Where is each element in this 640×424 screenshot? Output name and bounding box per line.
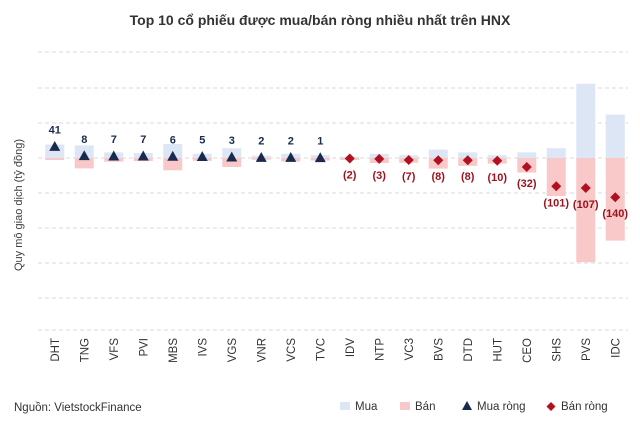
- x-tick-vgs: VGS: [227, 338, 239, 363]
- bar-buy-ceo: [517, 152, 537, 158]
- x-tick-idc: IDC: [610, 338, 622, 358]
- label-net-buy-vnr: 2: [258, 135, 264, 147]
- x-tick-tvc: TVC: [315, 338, 327, 361]
- bar-buy-pvs: [576, 83, 596, 158]
- marker-net-sell-ntp: [374, 153, 385, 164]
- x-tick-ntp: NTP: [374, 338, 386, 361]
- marker-net-sell-vc3: [403, 154, 414, 165]
- label-net-sell-bvs: (8): [432, 171, 446, 183]
- x-tick-ivs: IVS: [197, 338, 209, 357]
- markers: [49, 141, 621, 203]
- bar-buy-bvs: [428, 149, 448, 158]
- marker-net-buy-ivs: [196, 151, 208, 161]
- legend-label-mua: Mua: [355, 401, 378, 413]
- x-tick-tng: TNG: [79, 338, 91, 362]
- marker-net-buy-vcs: [285, 151, 297, 162]
- marker-net-sell-idv: [344, 153, 355, 164]
- bar-sell-vgs: [222, 158, 242, 167]
- x-tick-hut: HUT: [492, 338, 504, 362]
- label-net-buy-vfs: 7: [111, 134, 117, 146]
- marker-net-buy-tng: [78, 150, 90, 161]
- label-net-sell-ntp: (3): [373, 170, 387, 182]
- label-net-sell-idv: (2): [343, 170, 357, 182]
- legend-swatch-bán-ròng: [546, 402, 556, 411]
- x-tick-labels: DHT TNG VFS PVI MBS IVS VGS VNR VCS TVC IDV NTP VC3 B…: [50, 338, 623, 363]
- marker-net-buy-tvc: [314, 152, 326, 163]
- legend-label-mua-ròng: Mua ròng: [477, 401, 526, 413]
- label-net-buy-pvi: 7: [140, 134, 146, 146]
- label-net-sell-hut: (10): [487, 172, 507, 184]
- marker-net-sell-ceo: [521, 161, 532, 172]
- label-net-sell-dtd: (8): [461, 171, 475, 183]
- x-tick-pvs: PVS: [581, 338, 593, 361]
- bar-sell-dht: [45, 158, 65, 160]
- label-net-buy-mbs: 6: [170, 134, 176, 146]
- x-tick-vcs: VCS: [286, 338, 298, 362]
- label-net-buy-dht: 41: [49, 125, 61, 137]
- marker-net-sell-dtd: [462, 155, 473, 166]
- x-tick-dtd: DTD: [463, 338, 475, 362]
- bar-sell-pvs: [576, 158, 596, 263]
- gridlines: [38, 51, 628, 331]
- label-net-sell-shs: (101): [543, 197, 569, 209]
- label-net-buy-vgs: 3: [229, 135, 235, 147]
- x-tick-dht: DHT: [50, 338, 62, 362]
- bar-buy-dht: [45, 144, 65, 158]
- marker-net-buy-mbs: [167, 150, 179, 161]
- x-tick-bvs: BVS: [433, 338, 445, 361]
- bar-sell-tng: [74, 158, 94, 169]
- x-tick-vfs: VFS: [109, 338, 121, 361]
- marker-net-buy-vnr: [255, 151, 267, 162]
- marker-net-buy-vfs: [108, 150, 120, 161]
- x-tick-vc3: VC3: [404, 338, 416, 360]
- bar-buy-idc: [605, 114, 625, 158]
- bar-buy-dtd: [458, 152, 478, 158]
- legend-swatch-mua-ròng: [462, 401, 472, 410]
- legend-swatch-bán: [400, 402, 410, 410]
- label-net-sell-pvs: (107): [573, 199, 599, 211]
- label-net-sell-vc3: (7): [402, 171, 416, 183]
- marker-net-buy-dht: [49, 141, 61, 151]
- label-net-sell-ceo: (32): [517, 178, 537, 190]
- x-tick-idv: IDV: [345, 338, 357, 358]
- data-labels: 41 8 7 7 6 5 3 2 2 1 (2) (3) (7) (8) (8) (10) (32) (101) (…: [49, 125, 629, 221]
- bars: [45, 83, 625, 263]
- legend: Mua Bán Mua ròng Bán ròng: [340, 401, 608, 413]
- y-axis-label: Quy mô giao dịch (tỷ đồng): [13, 139, 25, 271]
- label-net-buy-tng: 8: [81, 134, 87, 146]
- marker-net-sell-hut: [492, 155, 503, 166]
- bar-buy-shs: [546, 148, 566, 158]
- marker-net-sell-pvs: [580, 182, 591, 193]
- x-tick-mbs: MBS: [168, 338, 180, 363]
- source-note: Nguồn: VietstockFinance: [14, 402, 142, 414]
- marker-net-sell-bvs: [433, 155, 444, 166]
- x-tick-vnr: VNR: [256, 338, 268, 362]
- bar-sell-shs: [546, 158, 566, 197]
- marker-net-buy-vgs: [226, 151, 238, 162]
- x-tick-pvi: PVI: [138, 338, 150, 357]
- marker-net-sell-idc: [610, 192, 621, 203]
- marker-net-sell-shs: [551, 181, 562, 192]
- label-net-buy-tvc: 1: [317, 136, 323, 148]
- label-net-buy-ivs: 5: [199, 135, 205, 147]
- label-net-buy-vcs: 2: [288, 135, 294, 147]
- legend-swatch-mua: [340, 402, 350, 410]
- chart-title: Top 10 cổ phiếu được mua/bán ròng nhiều …: [130, 12, 511, 28]
- label-net-sell-idc: (140): [602, 208, 628, 220]
- x-tick-ceo: CEO: [522, 338, 534, 363]
- x-tick-shs: SHS: [551, 338, 563, 362]
- legend-label-bán: Bán: [415, 401, 435, 413]
- legend-label-bán-ròng: Bán ròng: [561, 401, 608, 413]
- bar-sell-mbs: [163, 158, 183, 171]
- marker-net-buy-pvi: [137, 150, 149, 161]
